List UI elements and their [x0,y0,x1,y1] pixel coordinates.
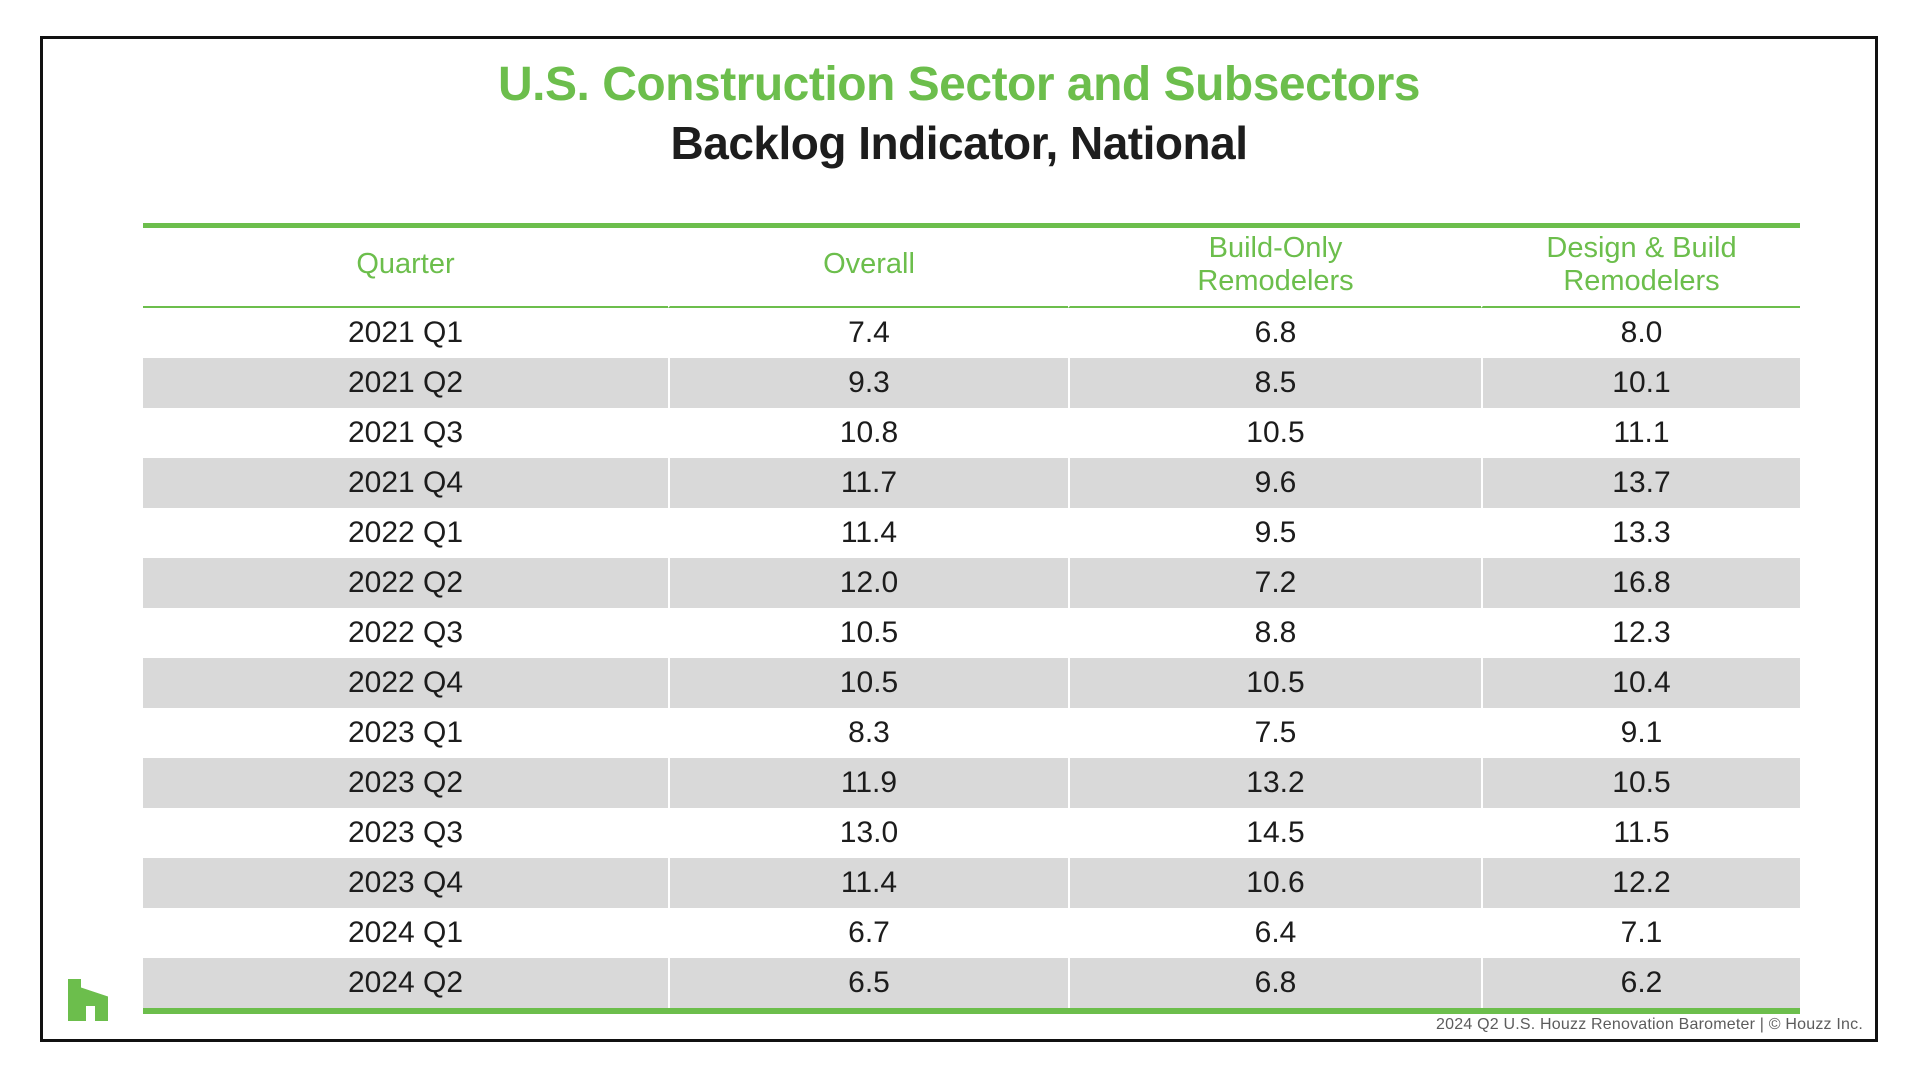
value-cell: 11.9 [668,758,1068,808]
table-row: 2023 Q3 13.0 14.5 11.5 [143,808,1800,858]
table-row: 2022 Q3 10.5 8.8 12.3 [143,608,1800,658]
table-row: 2022 Q4 10.5 10.5 10.4 [143,658,1800,708]
value-cell: 10.1 [1481,358,1800,408]
table-row: 2024 Q2 6.5 6.8 6.2 [143,958,1800,1008]
value-cell: 11.7 [668,458,1068,508]
value-cell: 10.5 [668,608,1068,658]
value-cell: 9.6 [1068,458,1481,508]
quarter-cell: 2022 Q1 [347,516,464,549]
value-cell: 8.3 [668,708,1068,758]
quarter-cell: 2023 Q2 [143,758,668,808]
value-cell: 7.4 [668,308,1068,358]
quarter-cell: 2021 Q3 [347,416,464,449]
value-cell: 10.5 [1068,408,1481,458]
value-cell: 10.5 [1481,758,1800,808]
table-row: 2023 Q2 11.9 13.2 10.5 [143,758,1800,808]
table-row: 2022 Q2 12.0 7.2 16.8 [143,558,1800,608]
value-cell: 7.5 [1068,708,1481,758]
table-row: 2024 Q1 6.7 6.4 7.1 [143,908,1800,958]
quarter-cell: 2022 Q2 [143,558,668,608]
table-row: 2021 Q3 10.8 10.5 11.1 [143,408,1800,458]
table-row: 2023 Q1 8.3 7.5 9.1 [143,708,1800,758]
value-cell: 11.4 [668,858,1068,908]
value-cell: 10.8 [668,408,1068,458]
value-cell: 10.5 [1068,658,1481,708]
value-cell: 12.2 [1481,858,1800,908]
value-cell: 9.3 [668,358,1068,408]
value-cell: 12.0 [668,558,1068,608]
value-cell: 13.3 [1481,508,1800,558]
value-cell: 13.2 [1068,758,1481,808]
quarter-cell: 2023 Q1 [347,716,464,749]
value-cell: 8.8 [1068,608,1481,658]
value-cell: 10.5 [668,658,1068,708]
table-row: 2021 Q2 9.3 8.5 10.1 [143,358,1800,408]
value-cell: 7.1 [1481,908,1800,958]
column-header-1: Overall [668,228,1068,308]
table-header-row: Quarter Overall Build-Only Remodelers Desig… [143,228,1800,308]
quarter-cell: 2022 Q3 [347,616,464,649]
table-row: 2021 Q1 7.4 6.8 8.0 [143,308,1800,358]
page-title: U.S. Construction Sector and Subsectors [498,58,1420,111]
quarter-cell: 2022 Q4 [143,658,668,708]
value-cell: 10.6 [1068,858,1481,908]
value-cell: 6.2 [1481,958,1800,1008]
value-cell: 8.0 [1481,308,1800,358]
quarter-cell: 2021 Q2 [143,358,668,408]
table-header: Quarter Overall Build-Only Remodelers Desig… [143,228,1800,308]
value-cell: 7.2 [1068,558,1481,608]
value-cell: 6.8 [1068,958,1481,1008]
quarter-cell: 2024 Q1 [347,916,464,949]
column-header-2: Build-Only Remodelers [1068,228,1481,308]
value-cell: 6.5 [668,958,1068,1008]
value-cell: 14.5 [1068,808,1481,858]
footer-credit: 2024 Q2 U.S. Houzz Renovation Barometer … [1436,1016,1863,1033]
houzz-logo-icon [68,979,108,1021]
value-cell: 10.4 [1481,658,1800,708]
backlog-table-container: Quarter Overall Build-Only Remodelers Desig… [143,223,1800,1014]
backlog-table: Quarter Overall Build-Only Remodelers Desig… [143,223,1800,1014]
quarter-cell: 2024 Q2 [143,958,668,1008]
value-cell: 11.1 [1481,408,1800,458]
table-body: 2021 Q1 7.4 6.8 8.0 2021 Q2 9.3 8.5 10.1 2021 Q3… [143,308,1800,1008]
value-cell: 12.3 [1481,608,1800,658]
quarter-cell: 2023 Q4 [143,858,668,908]
table-row: 2023 Q4 11.4 10.6 12.2 [143,858,1800,908]
value-cell: 8.5 [1068,358,1481,408]
slide-frame: U.S. Construction Sector and Subsectors … [40,36,1878,1042]
column-header-3: Design & Build Remodelers [1481,228,1800,308]
value-cell: 11.4 [668,508,1068,558]
value-cell: 6.7 [668,908,1068,958]
quarter-cell: 2023 Q3 [347,816,464,849]
value-cell: 11.5 [1481,808,1800,858]
value-cell: 9.1 [1481,708,1800,758]
quarter-cell: 2021 Q4 [143,458,668,508]
quarter-cell: 2021 Q1 [347,316,464,349]
table-row: 2022 Q1 11.4 9.5 13.3 [143,508,1800,558]
value-cell: 9.5 [1068,508,1481,558]
value-cell: 13.7 [1481,458,1800,508]
value-cell: 13.0 [668,808,1068,858]
value-cell: 6.4 [1068,908,1481,958]
value-cell: 16.8 [1481,558,1800,608]
table-row: 2021 Q4 11.7 9.6 13.7 [143,458,1800,508]
page-subtitle: Backlog Indicator, National [670,117,1248,169]
value-cell: 6.8 [1068,308,1481,358]
column-header-0: Quarter [143,228,668,308]
